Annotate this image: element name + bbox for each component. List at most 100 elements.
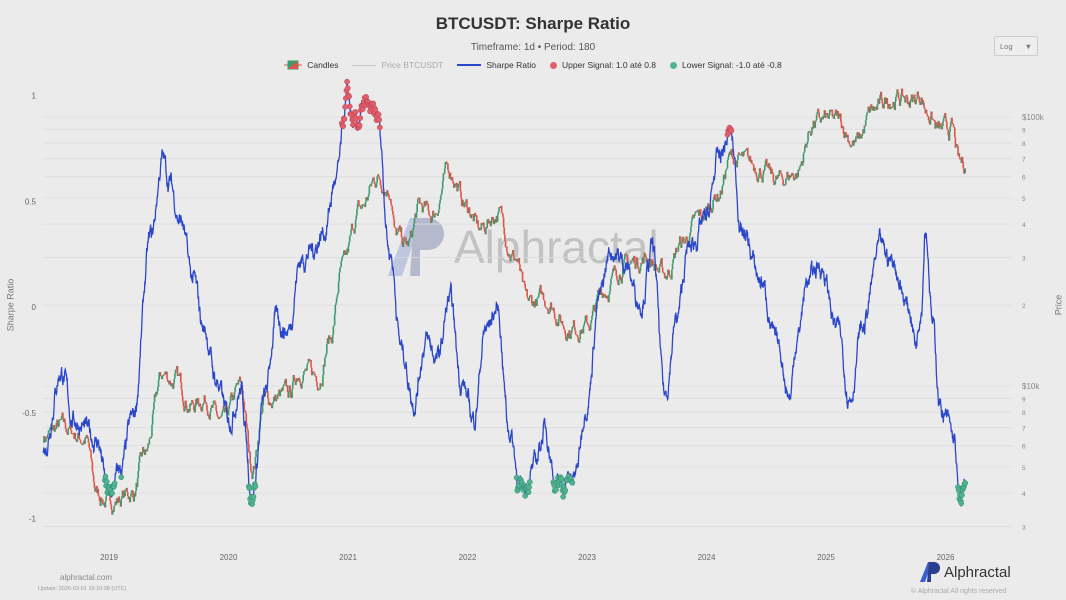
candle [731, 148, 733, 158]
candle [376, 176, 379, 183]
candle [76, 438, 79, 442]
candle [911, 94, 913, 103]
candle [303, 371, 305, 375]
candle [840, 113, 842, 123]
candle [189, 403, 191, 412]
upper-signal-point [357, 115, 364, 121]
candle [113, 505, 116, 507]
candle [439, 199, 441, 204]
candle [151, 414, 154, 425]
candle [295, 382, 297, 385]
candle [215, 410, 218, 415]
candle [774, 180, 777, 185]
candle [743, 151, 746, 153]
candle [206, 404, 208, 411]
candle [764, 160, 767, 166]
candle [162, 375, 164, 377]
candle [663, 272, 666, 279]
candle [906, 97, 909, 105]
candle [785, 178, 787, 185]
candle [742, 155, 745, 157]
candle [793, 179, 796, 181]
candle [720, 190, 722, 194]
candle [234, 385, 237, 388]
candle [474, 212, 477, 216]
candle [790, 173, 793, 177]
candle [333, 314, 336, 326]
candle [60, 415, 63, 420]
candle [267, 398, 270, 405]
site-link[interactable]: alphractal.com [60, 573, 113, 582]
candle [130, 490, 133, 494]
candle [356, 203, 359, 210]
candle [153, 394, 156, 403]
candle [90, 450, 92, 459]
candle [181, 389, 183, 397]
candle [175, 369, 177, 371]
candle [443, 168, 446, 174]
candle [782, 179, 784, 186]
candle [859, 133, 861, 139]
legend-sharpe[interactable]: Sharpe Ratio [457, 60, 536, 70]
legend-upper-signal[interactable]: Upper Signal: 1.0 até 0.8 [549, 60, 656, 70]
candle [170, 383, 173, 387]
candle [343, 250, 345, 255]
candle [559, 315, 562, 322]
candle [814, 121, 817, 128]
candle [403, 237, 405, 243]
candle [544, 306, 547, 308]
candle [747, 156, 750, 158]
candle [196, 397, 198, 405]
scale-select[interactable]: Log ▼ [994, 36, 1038, 56]
candle [246, 423, 248, 429]
lower-signal-point [962, 480, 969, 486]
candle [564, 330, 566, 335]
upper-signal-point [340, 123, 347, 129]
candle [732, 157, 735, 165]
y-tick-label: -1 [29, 515, 37, 524]
candle [946, 122, 948, 129]
candle [393, 218, 396, 227]
candle [293, 374, 295, 378]
candle [816, 111, 819, 115]
legend-price[interactable]: Price BTCUSDT [352, 60, 443, 70]
candle [286, 385, 289, 392]
candle [360, 208, 363, 210]
candle [568, 330, 571, 336]
candle [686, 239, 689, 245]
candle [865, 115, 868, 121]
candle [838, 116, 840, 119]
candle [82, 443, 85, 445]
alphractal-logo-icon [388, 218, 444, 276]
candle [853, 139, 855, 146]
candle [337, 281, 340, 293]
candle [629, 263, 631, 265]
candle [464, 202, 466, 207]
legend-candles[interactable]: Candles [284, 60, 338, 70]
lower-signal-point [109, 490, 115, 496]
candle [201, 406, 204, 412]
candle [405, 238, 407, 244]
candle [214, 400, 216, 403]
candle [299, 383, 302, 387]
candle [737, 154, 739, 160]
candle [583, 323, 585, 327]
lower-signal-point [526, 479, 533, 485]
candle [451, 177, 454, 181]
upper-signal-point [376, 124, 383, 131]
x-tick-label: 2019 [100, 553, 118, 562]
candle [679, 236, 682, 244]
candle [429, 216, 432, 218]
candle [850, 145, 853, 148]
candle [426, 200, 428, 203]
candle [755, 172, 758, 177]
candle [341, 256, 344, 259]
candle [209, 411, 212, 420]
candle [126, 487, 128, 493]
candle [593, 304, 596, 312]
legend-lower-signal[interactable]: Lower Signal: -1.0 até -0.8 [670, 60, 782, 70]
candle [741, 151, 744, 157]
candle [549, 306, 551, 313]
candle [577, 337, 580, 342]
candle [589, 329, 591, 331]
